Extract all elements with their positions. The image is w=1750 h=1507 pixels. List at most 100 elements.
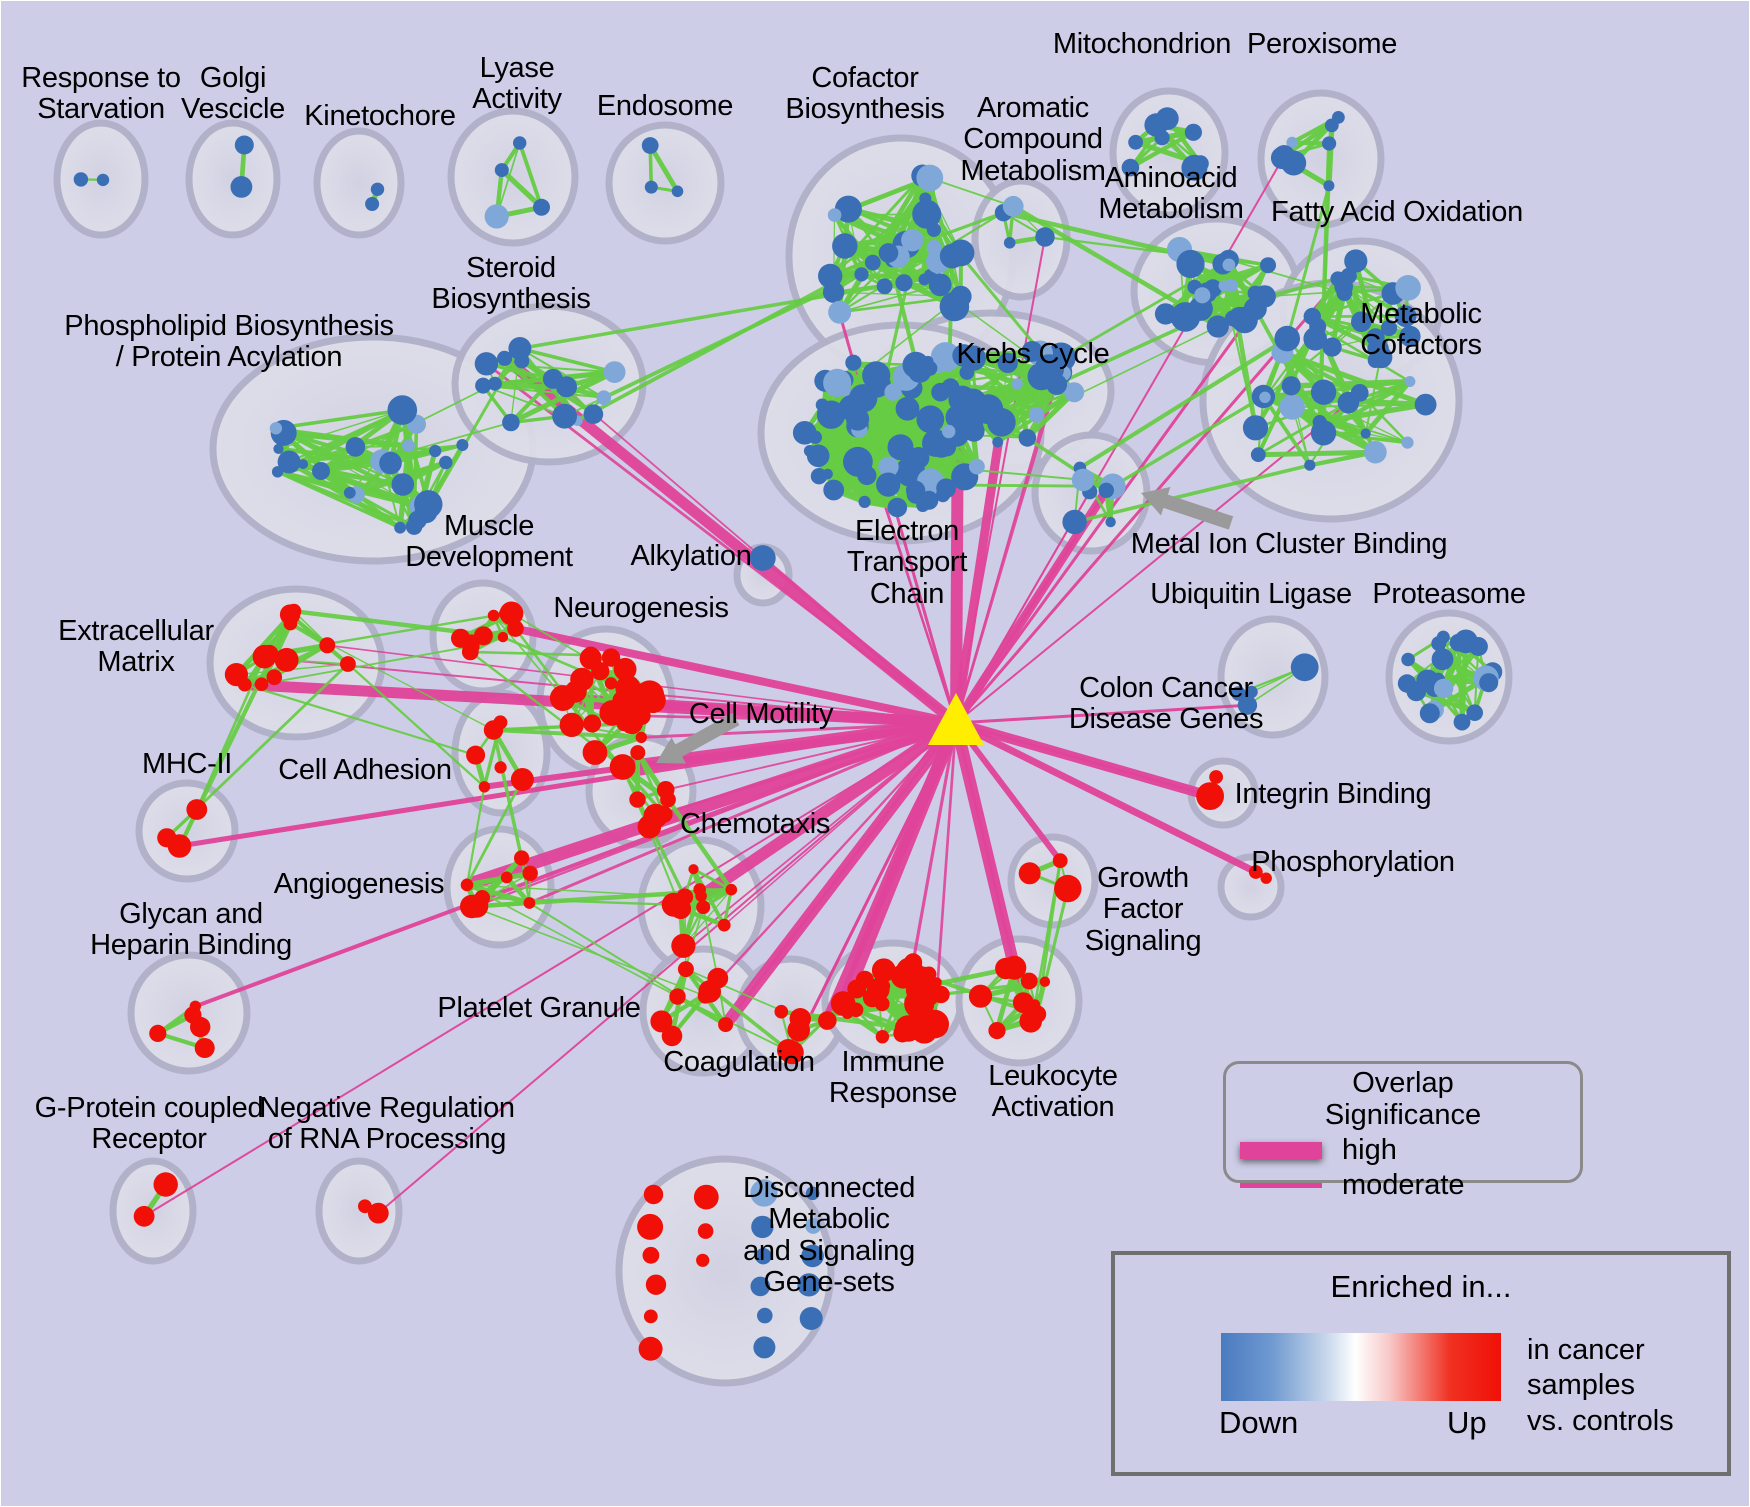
- gene-set-node[interactable]: [907, 447, 930, 469]
- gene-set-node[interactable]: [1028, 407, 1045, 423]
- colon-cancer-disease-genes-hub[interactable]: [928, 693, 984, 745]
- gene-set-node[interactable]: [1404, 376, 1416, 387]
- gene-set-node[interactable]: [871, 958, 896, 983]
- gene-set-node[interactable]: [921, 966, 937, 982]
- gene-set-node[interactable]: [556, 376, 577, 398]
- gene-set-node[interactable]: [1395, 275, 1421, 301]
- gene-set-node[interactable]: [901, 229, 924, 252]
- gene-set-node[interactable]: [843, 446, 873, 477]
- gene-set-node[interactable]: [1002, 955, 1027, 980]
- gene-set-node[interactable]: [1209, 770, 1223, 784]
- gene-set-node[interactable]: [224, 663, 248, 687]
- gene-set-node[interactable]: [797, 1273, 821, 1297]
- gene-set-node[interactable]: [277, 450, 301, 474]
- gene-set-node[interactable]: [312, 462, 330, 480]
- gene-set-node[interactable]: [487, 376, 502, 391]
- gene-set-node[interactable]: [613, 657, 637, 681]
- gene-set-node[interactable]: [834, 195, 862, 223]
- gene-set-node[interactable]: [661, 892, 686, 917]
- gene-set-node[interactable]: [266, 669, 283, 685]
- gene-set-node[interactable]: [947, 239, 975, 267]
- gene-set-node[interactable]: [157, 828, 177, 848]
- gene-set-node[interactable]: [1250, 447, 1266, 463]
- gene-set-node[interactable]: [693, 1184, 719, 1210]
- gene-set-node[interactable]: [849, 413, 860, 424]
- gene-set-node[interactable]: [475, 377, 492, 394]
- gene-set-node[interactable]: [717, 918, 731, 932]
- gene-set-node[interactable]: [1310, 420, 1337, 446]
- gene-set-node[interactable]: [1414, 393, 1437, 416]
- gene-set-node[interactable]: [1231, 306, 1258, 334]
- gene-set-node[interactable]: [920, 167, 942, 188]
- gene-set-node[interactable]: [1322, 337, 1342, 357]
- gene-set-node[interactable]: [895, 396, 920, 421]
- gene-set-node[interactable]: [583, 714, 602, 733]
- gene-set-node[interactable]: [968, 984, 993, 1008]
- gene-set-node[interactable]: [638, 1336, 663, 1361]
- gene-set-node[interactable]: [460, 878, 474, 892]
- gene-set-node[interactable]: [780, 1040, 804, 1065]
- gene-set-node[interactable]: [269, 422, 283, 435]
- gene-set-node[interactable]: [591, 662, 610, 681]
- gene-set-node[interactable]: [379, 451, 402, 475]
- gene-set-node[interactable]: [513, 136, 527, 150]
- gene-set-node[interactable]: [942, 424, 956, 439]
- gene-set-node[interactable]: [408, 510, 427, 530]
- gene-set-node[interactable]: [552, 403, 577, 429]
- gene-set-node[interactable]: [928, 273, 952, 297]
- gene-set-node[interactable]: [757, 1307, 773, 1324]
- gene-set-node[interactable]: [1479, 673, 1499, 693]
- gene-set-node[interactable]: [194, 1038, 215, 1058]
- gene-set-node[interactable]: [1192, 155, 1209, 172]
- gene-set-node[interactable]: [494, 163, 509, 178]
- gene-set-node[interactable]: [645, 1274, 667, 1295]
- gene-set-node[interactable]: [1018, 429, 1037, 447]
- gene-set-node[interactable]: [958, 404, 976, 422]
- gene-set-node[interactable]: [1012, 992, 1034, 1013]
- gene-set-node[interactable]: [1350, 384, 1369, 402]
- gene-set-node[interactable]: [1003, 237, 1016, 249]
- gene-set-node[interactable]: [950, 285, 972, 308]
- gene-set-node[interactable]: [500, 871, 513, 884]
- gene-set-node[interactable]: [1364, 440, 1387, 464]
- gene-set-node[interactable]: [750, 1179, 778, 1207]
- gene-set-node[interactable]: [365, 197, 380, 211]
- gene-set-node[interactable]: [912, 199, 942, 229]
- gene-set-node[interactable]: [644, 180, 658, 194]
- gene-set-node[interactable]: [1323, 180, 1335, 192]
- gene-set-node[interactable]: [1360, 428, 1371, 439]
- gene-set-node[interactable]: [642, 1246, 660, 1264]
- gene-set-node[interactable]: [750, 1276, 771, 1297]
- gene-set-node[interactable]: [696, 1253, 710, 1267]
- gene-set-node[interactable]: [497, 631, 509, 643]
- gene-set-node[interactable]: [753, 1336, 776, 1359]
- gene-set-node[interactable]: [1281, 376, 1301, 396]
- gene-set-node[interactable]: [559, 712, 584, 738]
- gene-set-node[interactable]: [1248, 865, 1263, 879]
- gene-set-node[interactable]: [803, 445, 816, 457]
- gene-set-node[interactable]: [818, 263, 843, 289]
- gene-set-node[interactable]: [1453, 713, 1471, 731]
- gene-set-node[interactable]: [1154, 303, 1177, 325]
- gene-set-node[interactable]: [1253, 285, 1276, 308]
- gene-set-node[interactable]: [801, 1244, 824, 1268]
- gene-set-node[interactable]: [884, 383, 902, 401]
- gene-set-node[interactable]: [1128, 134, 1143, 150]
- gene-set-node[interactable]: [1176, 249, 1205, 279]
- gene-set-node[interactable]: [671, 185, 684, 198]
- gene-set-node[interactable]: [707, 967, 729, 989]
- gene-set-node[interactable]: [688, 864, 699, 875]
- gene-set-node[interactable]: [1399, 325, 1421, 347]
- gene-set-node[interactable]: [340, 656, 356, 672]
- gene-set-node[interactable]: [848, 1002, 864, 1018]
- gene-set-node[interactable]: [1380, 319, 1398, 337]
- gene-set-node[interactable]: [1260, 257, 1276, 274]
- gene-set-node[interactable]: [973, 394, 1004, 425]
- gene-set-node[interactable]: [483, 720, 504, 740]
- gene-set-node[interactable]: [1237, 695, 1258, 715]
- gene-set-node[interactable]: [876, 472, 901, 497]
- gene-set-node[interactable]: [693, 883, 706, 896]
- gene-set-node[interactable]: [1231, 686, 1246, 701]
- gene-set-node[interactable]: [816, 400, 846, 429]
- gene-set-node[interactable]: [96, 173, 110, 187]
